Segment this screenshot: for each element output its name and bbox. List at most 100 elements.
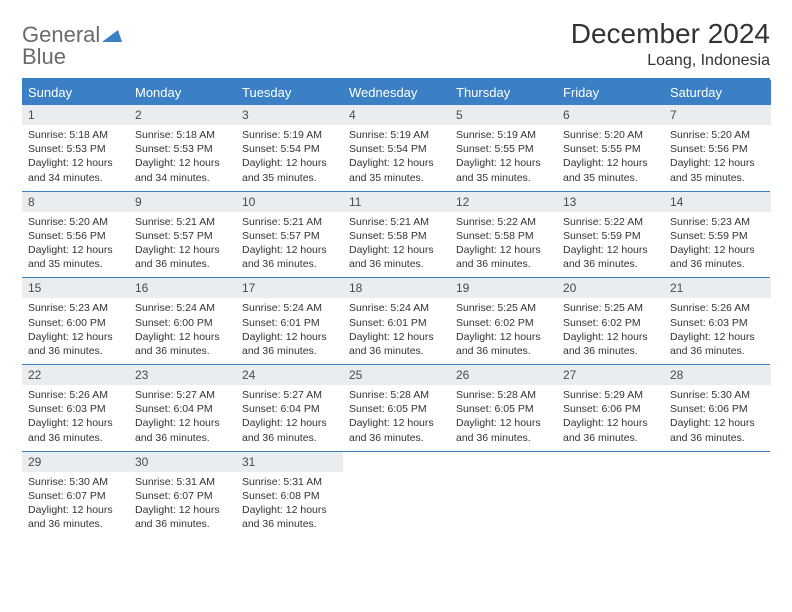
daylight-line: Daylight: 12 hours and 36 minutes. xyxy=(135,416,230,444)
daylight-line: Daylight: 12 hours and 35 minutes. xyxy=(242,156,337,184)
daylight-line: Daylight: 12 hours and 36 minutes. xyxy=(349,330,444,358)
day-number: 7 xyxy=(664,105,771,125)
sunrise-line: Sunrise: 5:24 AM xyxy=(135,301,230,315)
calendar-header-cell: Saturday xyxy=(664,80,771,105)
calendar-day-cell: 13Sunrise: 5:22 AMSunset: 5:59 PMDayligh… xyxy=(557,192,664,278)
calendar-header-cell: Wednesday xyxy=(343,80,450,105)
calendar-day-cell: 7Sunrise: 5:20 AMSunset: 5:56 PMDaylight… xyxy=(664,105,771,191)
sunrise-line: Sunrise: 5:26 AM xyxy=(28,388,123,402)
sunset-line: Sunset: 6:07 PM xyxy=(28,489,123,503)
sunset-line: Sunset: 6:02 PM xyxy=(456,316,551,330)
calendar-week-row: 8Sunrise: 5:20 AMSunset: 5:56 PMDaylight… xyxy=(22,192,770,279)
sunset-line: Sunset: 5:53 PM xyxy=(28,142,123,156)
day-body: Sunrise: 5:28 AMSunset: 6:05 PMDaylight:… xyxy=(450,385,557,451)
day-number: 12 xyxy=(450,192,557,212)
calendar-week-row: 29Sunrise: 5:30 AMSunset: 6:07 PMDayligh… xyxy=(22,452,770,538)
sunrise-line: Sunrise: 5:20 AM xyxy=(28,215,123,229)
brand-logo: General Blue xyxy=(22,18,122,68)
sunset-line: Sunset: 6:06 PM xyxy=(670,402,765,416)
calendar-header-cell: Monday xyxy=(129,80,236,105)
sunrise-line: Sunrise: 5:20 AM xyxy=(670,128,765,142)
day-body: Sunrise: 5:20 AMSunset: 5:56 PMDaylight:… xyxy=(22,212,129,278)
day-body: Sunrise: 5:25 AMSunset: 6:02 PMDaylight:… xyxy=(557,298,664,364)
calendar-day-cell: 9Sunrise: 5:21 AMSunset: 5:57 PMDaylight… xyxy=(129,192,236,278)
day-number: 2 xyxy=(129,105,236,125)
calendar-week-row: 22Sunrise: 5:26 AMSunset: 6:03 PMDayligh… xyxy=(22,365,770,452)
sunset-line: Sunset: 5:59 PM xyxy=(563,229,658,243)
sunset-line: Sunset: 5:56 PM xyxy=(670,142,765,156)
day-body: Sunrise: 5:24 AMSunset: 6:01 PMDaylight:… xyxy=(236,298,343,364)
location-label: Loang, Indonesia xyxy=(571,52,770,70)
calendar-day-cell: 22Sunrise: 5:26 AMSunset: 6:03 PMDayligh… xyxy=(22,365,129,451)
day-number: 1 xyxy=(22,105,129,125)
calendar-day-cell: 16Sunrise: 5:24 AMSunset: 6:00 PMDayligh… xyxy=(129,278,236,364)
day-number: 24 xyxy=(236,365,343,385)
day-body: Sunrise: 5:30 AMSunset: 6:07 PMDaylight:… xyxy=(22,472,129,538)
day-body: Sunrise: 5:27 AMSunset: 6:04 PMDaylight:… xyxy=(236,385,343,451)
sunset-line: Sunset: 5:54 PM xyxy=(349,142,444,156)
daylight-line: Daylight: 12 hours and 35 minutes. xyxy=(563,156,658,184)
sunrise-line: Sunrise: 5:22 AM xyxy=(563,215,658,229)
logo-triangle-icon xyxy=(102,24,122,46)
day-number: 20 xyxy=(557,278,664,298)
daylight-line: Daylight: 12 hours and 36 minutes. xyxy=(242,330,337,358)
day-body: Sunrise: 5:22 AMSunset: 5:58 PMDaylight:… xyxy=(450,212,557,278)
day-number: 28 xyxy=(664,365,771,385)
calendar-day-cell: 11Sunrise: 5:21 AMSunset: 5:58 PMDayligh… xyxy=(343,192,450,278)
calendar-weeks: 1Sunrise: 5:18 AMSunset: 5:53 PMDaylight… xyxy=(22,105,770,537)
day-body: Sunrise: 5:31 AMSunset: 6:07 PMDaylight:… xyxy=(129,472,236,538)
sunrise-line: Sunrise: 5:23 AM xyxy=(28,301,123,315)
day-body: Sunrise: 5:18 AMSunset: 5:53 PMDaylight:… xyxy=(129,125,236,191)
daylight-line: Daylight: 12 hours and 35 minutes. xyxy=(456,156,551,184)
calendar-day-cell: 6Sunrise: 5:20 AMSunset: 5:55 PMDaylight… xyxy=(557,105,664,191)
sunset-line: Sunset: 5:53 PM xyxy=(135,142,230,156)
day-number: 31 xyxy=(236,452,343,472)
sunrise-line: Sunrise: 5:25 AM xyxy=(456,301,551,315)
daylight-line: Daylight: 12 hours and 35 minutes. xyxy=(349,156,444,184)
calendar-day-cell: 1Sunrise: 5:18 AMSunset: 5:53 PMDaylight… xyxy=(22,105,129,191)
day-body: Sunrise: 5:24 AMSunset: 6:00 PMDaylight:… xyxy=(129,298,236,364)
calendar-week-row: 1Sunrise: 5:18 AMSunset: 5:53 PMDaylight… xyxy=(22,105,770,192)
sunrise-line: Sunrise: 5:21 AM xyxy=(135,215,230,229)
sunrise-line: Sunrise: 5:24 AM xyxy=(349,301,444,315)
sunrise-line: Sunrise: 5:28 AM xyxy=(456,388,551,402)
daylight-line: Daylight: 12 hours and 36 minutes. xyxy=(242,416,337,444)
day-number: 19 xyxy=(450,278,557,298)
daylight-line: Daylight: 12 hours and 36 minutes. xyxy=(135,243,230,271)
calendar-day-cell: 30Sunrise: 5:31 AMSunset: 6:07 PMDayligh… xyxy=(129,452,236,538)
sunrise-line: Sunrise: 5:20 AM xyxy=(563,128,658,142)
day-number: 25 xyxy=(343,365,450,385)
sunset-line: Sunset: 5:54 PM xyxy=(242,142,337,156)
daylight-line: Daylight: 12 hours and 36 minutes. xyxy=(563,243,658,271)
calendar-header-row: SundayMondayTuesdayWednesdayThursdayFrid… xyxy=(22,80,770,105)
daylight-line: Daylight: 12 hours and 36 minutes. xyxy=(28,330,123,358)
sunset-line: Sunset: 5:57 PM xyxy=(242,229,337,243)
daylight-line: Daylight: 12 hours and 36 minutes. xyxy=(242,243,337,271)
sunrise-line: Sunrise: 5:26 AM xyxy=(670,301,765,315)
calendar-day-cell: 4Sunrise: 5:19 AMSunset: 5:54 PMDaylight… xyxy=(343,105,450,191)
calendar-day-cell: 15Sunrise: 5:23 AMSunset: 6:00 PMDayligh… xyxy=(22,278,129,364)
sunset-line: Sunset: 6:04 PM xyxy=(135,402,230,416)
sunset-line: Sunset: 5:58 PM xyxy=(349,229,444,243)
day-body: Sunrise: 5:29 AMSunset: 6:06 PMDaylight:… xyxy=(557,385,664,451)
day-body: Sunrise: 5:21 AMSunset: 5:57 PMDaylight:… xyxy=(236,212,343,278)
day-body: Sunrise: 5:23 AMSunset: 6:00 PMDaylight:… xyxy=(22,298,129,364)
daylight-line: Daylight: 12 hours and 34 minutes. xyxy=(28,156,123,184)
day-body: Sunrise: 5:27 AMSunset: 6:04 PMDaylight:… xyxy=(129,385,236,451)
sunrise-line: Sunrise: 5:27 AM xyxy=(135,388,230,402)
calendar-day-cell: 25Sunrise: 5:28 AMSunset: 6:05 PMDayligh… xyxy=(343,365,450,451)
day-body: Sunrise: 5:26 AMSunset: 6:03 PMDaylight:… xyxy=(22,385,129,451)
day-body: Sunrise: 5:26 AMSunset: 6:03 PMDaylight:… xyxy=(664,298,771,364)
day-number: 8 xyxy=(22,192,129,212)
calendar-day-cell: .. xyxy=(450,452,557,538)
day-body: Sunrise: 5:19 AMSunset: 5:54 PMDaylight:… xyxy=(343,125,450,191)
calendar-day-cell: 17Sunrise: 5:24 AMSunset: 6:01 PMDayligh… xyxy=(236,278,343,364)
header: General Blue December 2024 Loang, Indone… xyxy=(22,18,770,70)
sunset-line: Sunset: 6:05 PM xyxy=(456,402,551,416)
sunrise-line: Sunrise: 5:21 AM xyxy=(242,215,337,229)
calendar-day-cell: 8Sunrise: 5:20 AMSunset: 5:56 PMDaylight… xyxy=(22,192,129,278)
calendar-day-cell: 20Sunrise: 5:25 AMSunset: 6:02 PMDayligh… xyxy=(557,278,664,364)
day-body: Sunrise: 5:21 AMSunset: 5:58 PMDaylight:… xyxy=(343,212,450,278)
brand-blue: Blue xyxy=(22,46,122,68)
sunset-line: Sunset: 6:04 PM xyxy=(242,402,337,416)
